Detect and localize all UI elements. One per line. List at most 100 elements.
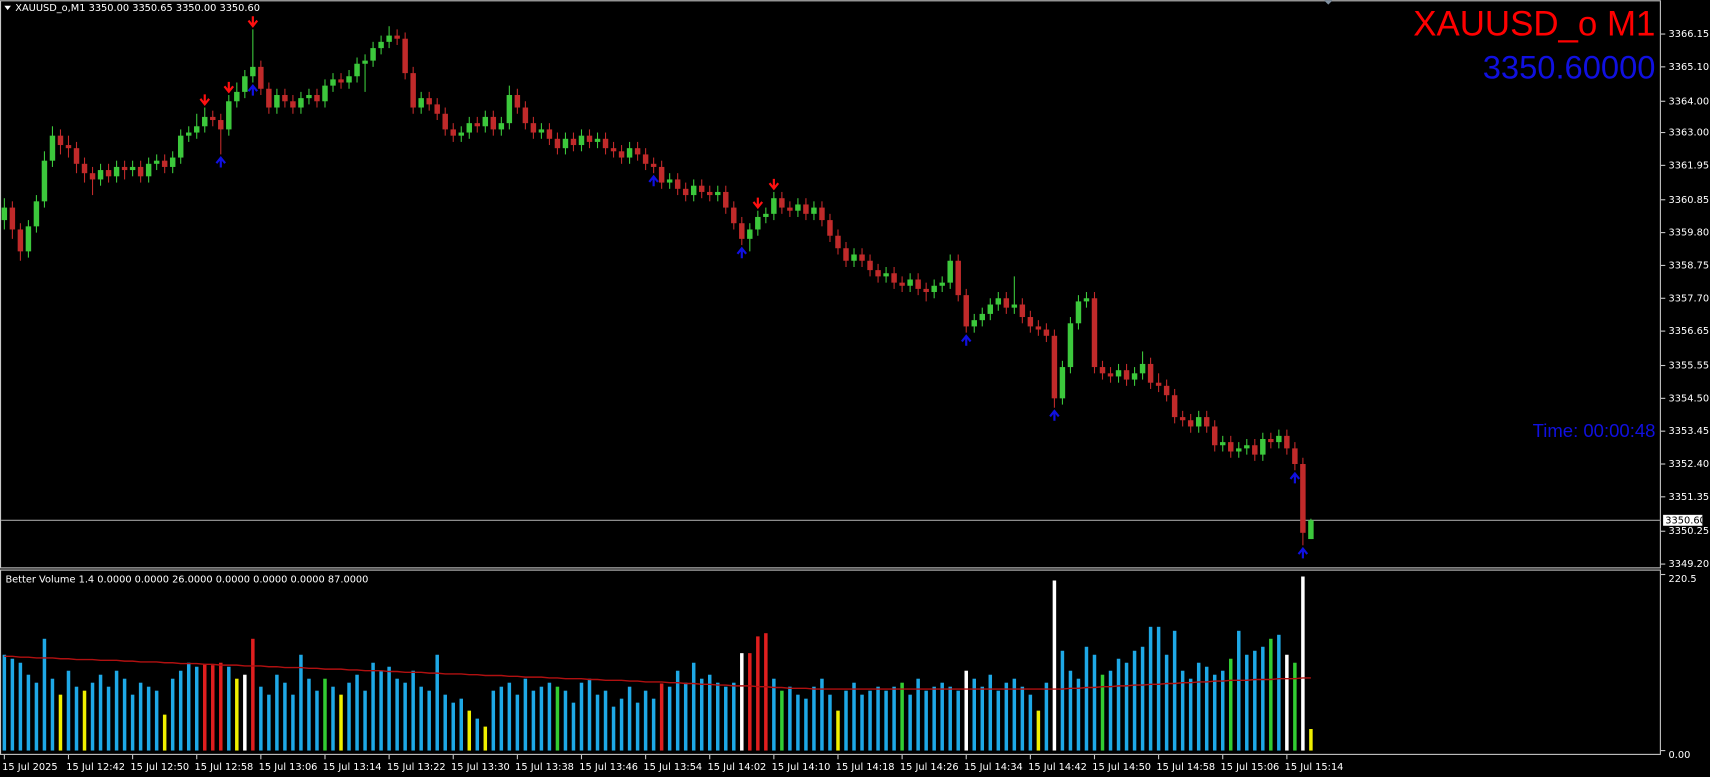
x-tick-label: 15 Jul 14:02 <box>708 762 767 773</box>
candle-body <box>1284 435 1290 449</box>
buy-arrow <box>215 155 226 168</box>
candle-body <box>698 185 705 192</box>
candle-body <box>394 35 400 39</box>
candle-body <box>795 204 801 211</box>
volume-bar <box>154 690 159 751</box>
volume-bar <box>1116 658 1121 751</box>
candle-body <box>386 35 392 42</box>
volume-bar <box>571 702 576 751</box>
volume-bar <box>347 682 351 751</box>
candle-body <box>739 223 745 239</box>
volume-bar <box>876 686 880 751</box>
price-tag-box <box>1663 514 1703 526</box>
volume-bar <box>699 678 704 751</box>
y-tick-label: 3365.10 <box>1669 62 1710 73</box>
candle-body <box>218 120 224 130</box>
y-tick-label: 3363.00 <box>1669 128 1710 139</box>
candle-body <box>145 163 152 177</box>
bid-price: 3350.60000 <box>1483 49 1656 86</box>
x-tick-label: 15 Jul 13:54 <box>643 762 702 773</box>
candle-body <box>626 148 633 158</box>
y-tick-label: 220.5 <box>1669 574 1697 585</box>
candle-body <box>1236 448 1242 452</box>
candle-body <box>979 313 985 321</box>
volume-bar <box>211 665 215 751</box>
candle-body <box>827 220 833 236</box>
candle-body <box>939 282 945 286</box>
volume-bar <box>467 710 472 751</box>
volume-bar <box>1108 670 1113 751</box>
candle-body <box>562 138 569 149</box>
candle-body <box>1187 420 1194 427</box>
volume-bar <box>203 664 207 751</box>
candle-body <box>290 101 296 108</box>
menu-triangle[interactable] <box>4 5 11 11</box>
candle-body <box>971 320 977 327</box>
y-tick-label: 3366.15 <box>1669 29 1710 40</box>
candle-body <box>129 166 136 171</box>
x-tick-label: 15 Jul 13:46 <box>579 762 638 773</box>
volume-bar <box>10 658 15 751</box>
buy-arrow <box>1289 471 1301 484</box>
candle-body <box>723 191 729 208</box>
candle-body <box>1019 304 1026 318</box>
shift-marker <box>1323 0 1333 5</box>
candle-body <box>875 270 881 277</box>
candle-body <box>97 170 104 180</box>
candle-body <box>1091 298 1098 368</box>
candle-body <box>33 201 40 227</box>
volume-bar <box>651 698 656 751</box>
volume-bar <box>764 633 768 751</box>
volume-bar <box>395 678 399 751</box>
volume-bar <box>563 690 568 751</box>
x-tick-label: 15 Jul 14:18 <box>836 762 895 773</box>
volume-bar <box>1100 674 1105 751</box>
sell-arrow <box>768 178 780 191</box>
y-tick-label: 3360.85 <box>1669 195 1710 206</box>
sell-arrow <box>199 94 210 106</box>
candle-body <box>506 95 513 124</box>
volume-bar <box>451 702 455 751</box>
volume-bar <box>932 686 936 751</box>
volume-bar <box>1012 678 1017 751</box>
volume-bar <box>956 690 960 751</box>
candle-body <box>819 207 825 221</box>
candle-body <box>474 123 481 127</box>
candle-body <box>1043 329 1050 336</box>
candle-body <box>859 254 865 261</box>
volume-bar <box>427 690 431 751</box>
volume-bar <box>34 682 39 751</box>
candle-body <box>322 85 328 102</box>
volume-bar <box>507 682 512 751</box>
volume-bar <box>627 686 632 751</box>
volume-bar <box>1309 729 1313 751</box>
volume-bar <box>18 662 23 751</box>
volume-bar <box>178 670 183 751</box>
volume-bar <box>980 686 985 751</box>
volume-bar <box>1068 670 1073 751</box>
volume-bar <box>106 686 111 751</box>
volume-bar <box>138 682 143 751</box>
volume-bar <box>852 682 856 751</box>
price-tag: 3350.60 <box>1665 515 1706 526</box>
candle-body <box>1107 373 1114 377</box>
candle-body <box>899 282 905 286</box>
volume-bar <box>603 690 608 751</box>
candle-body <box>482 116 489 127</box>
candle-body <box>258 66 264 89</box>
candle-body <box>65 145 72 149</box>
candle-body <box>378 41 384 49</box>
y-tick-label: 3354.50 <box>1669 393 1710 404</box>
price-panel-frame <box>0 0 1661 569</box>
candle-body <box>458 132 464 136</box>
candle-body <box>522 107 529 124</box>
candle-body <box>811 207 817 214</box>
candle-body <box>89 173 96 180</box>
candle-body <box>947 260 953 283</box>
volume-bar <box>796 694 800 751</box>
volume-bar <box>860 694 864 751</box>
candle-body <box>25 226 32 252</box>
volume-bar <box>1261 646 1265 751</box>
candle-body <box>907 279 913 286</box>
